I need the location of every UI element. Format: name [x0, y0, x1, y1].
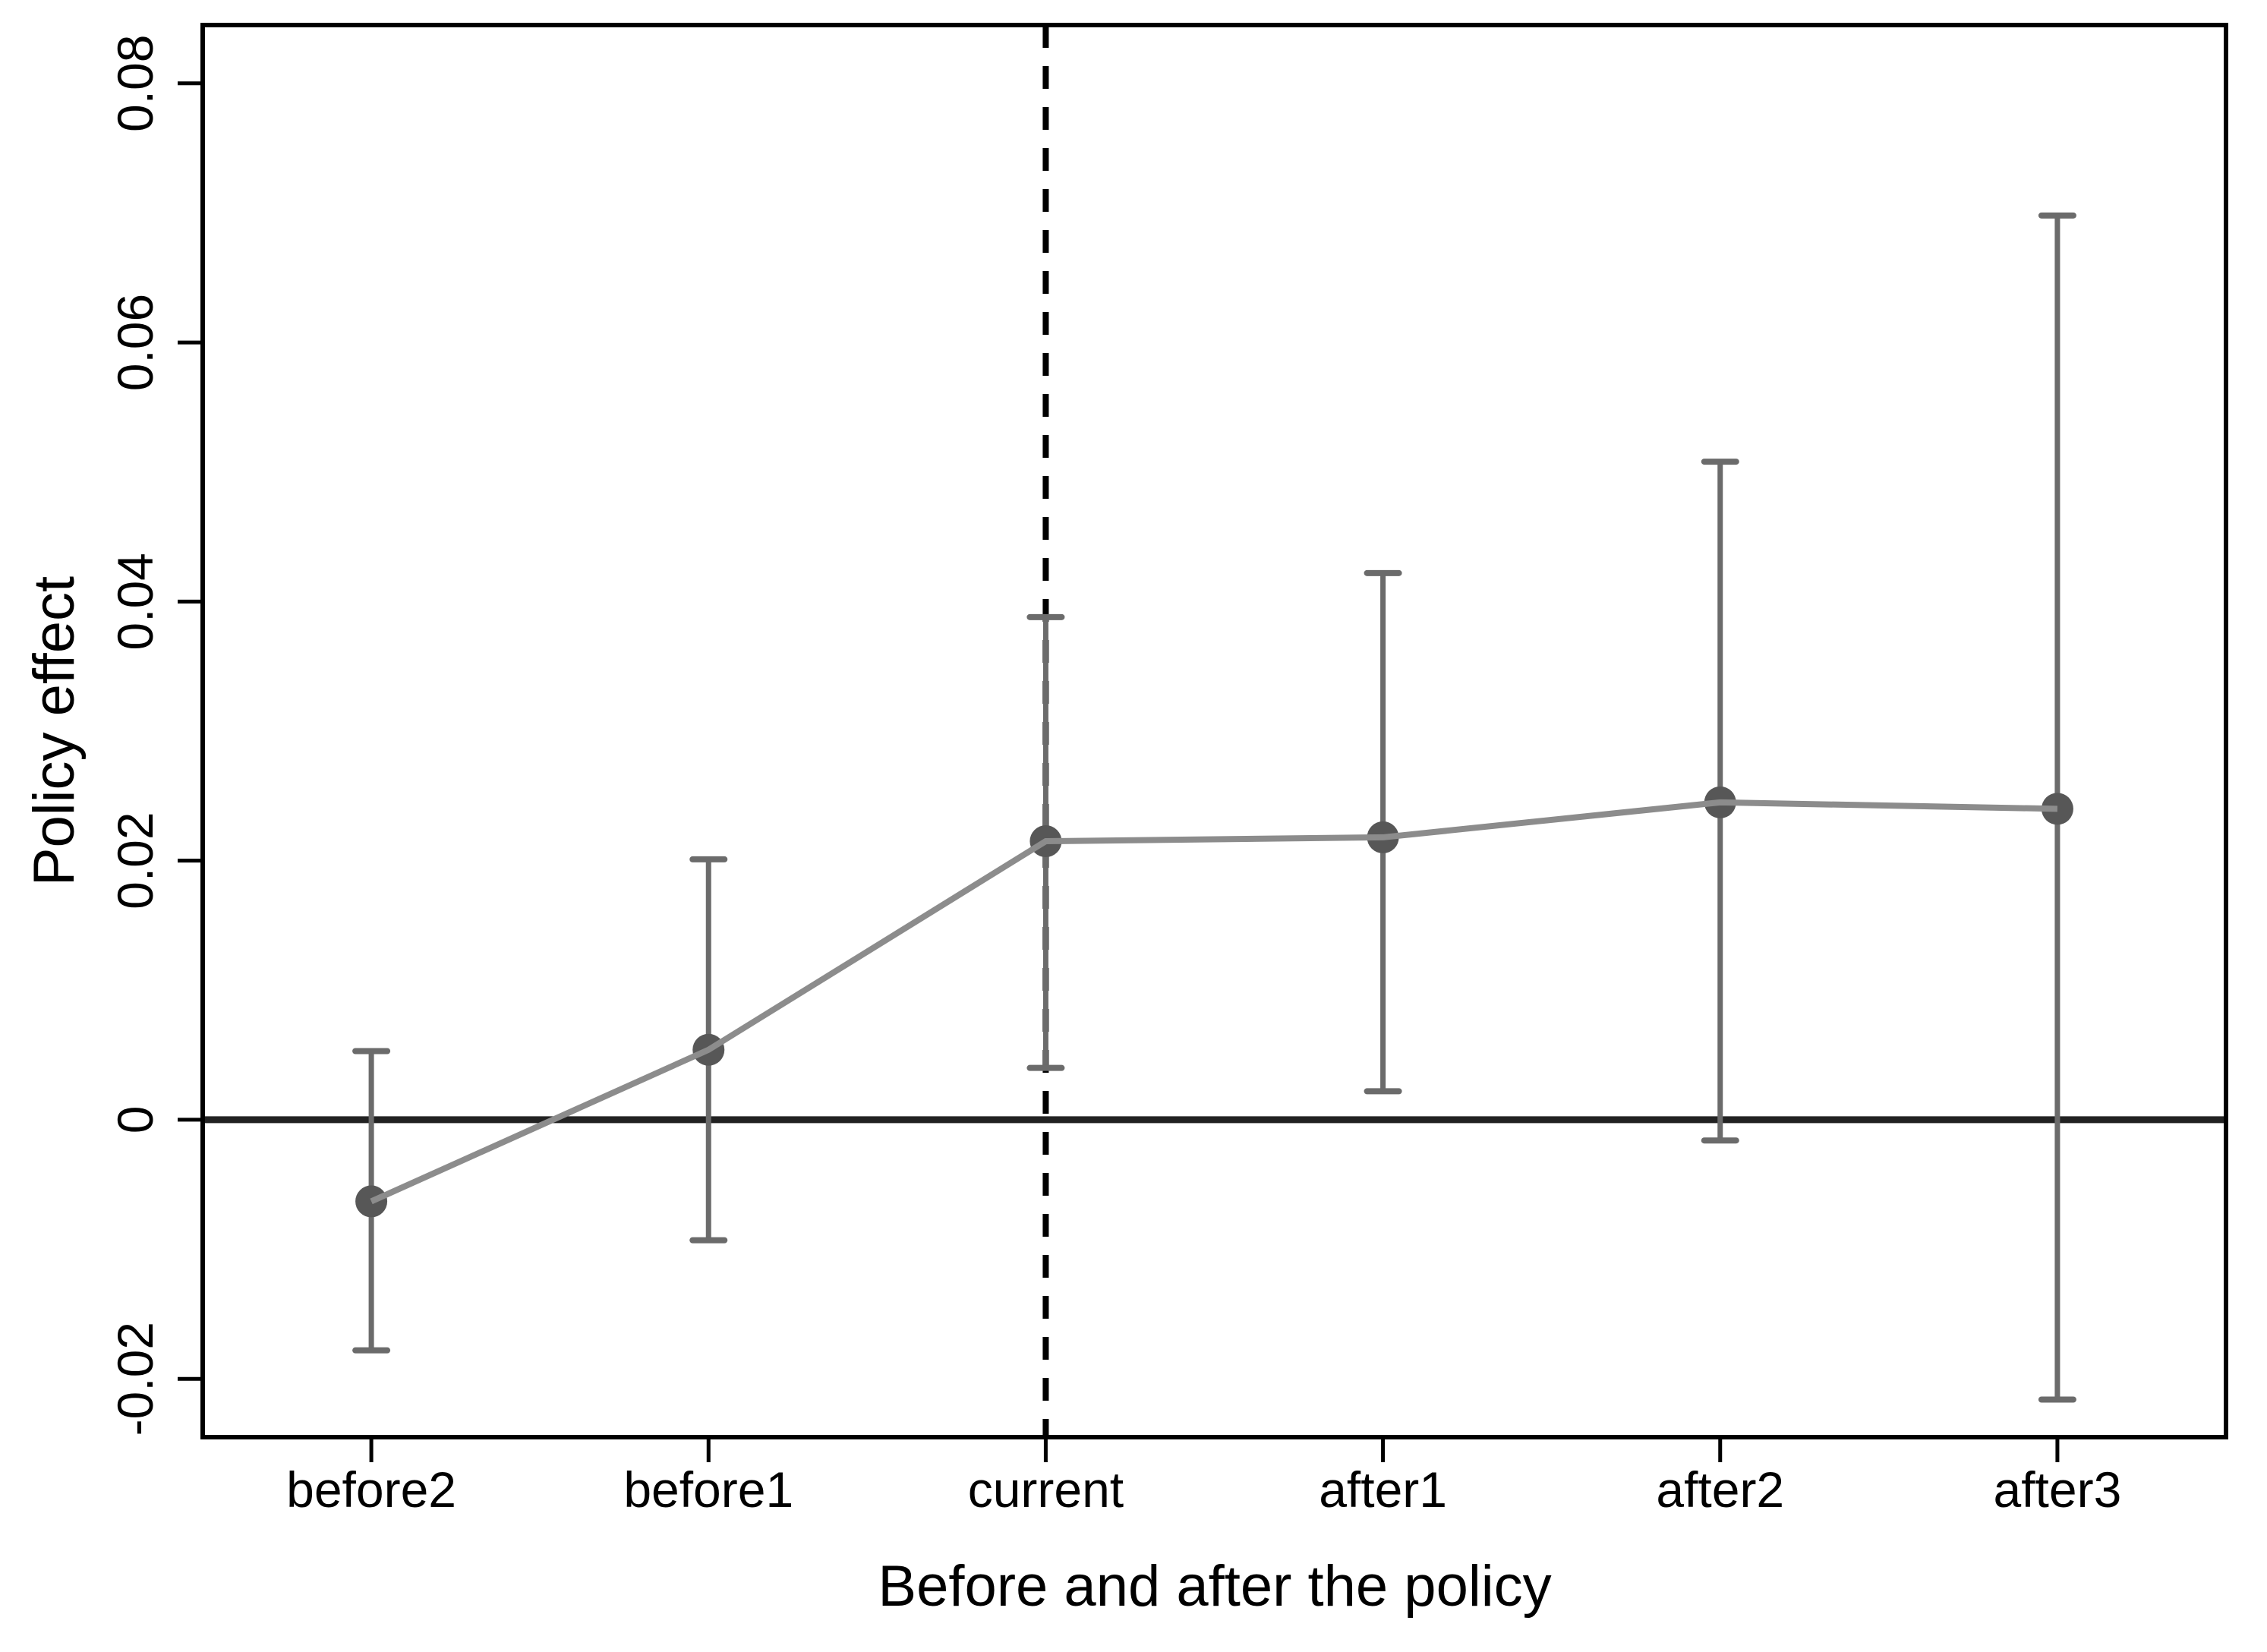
y-tick-label: 0.02: [107, 812, 163, 909]
y-tick-label: 0.06: [107, 294, 163, 391]
x-tick-label: after1: [1319, 1461, 1447, 1518]
x-tick-label: before2: [286, 1461, 456, 1518]
y-axis-title: Policy effect: [22, 575, 87, 887]
x-tick-label: after2: [1656, 1461, 1784, 1518]
x-tick-label: before1: [623, 1461, 793, 1518]
y-tick-label: 0: [107, 1106, 163, 1134]
x-tick-label: after3: [1994, 1461, 2122, 1518]
y-tick-label: 0.04: [107, 553, 163, 650]
x-axis-title: Before and after the policy: [878, 1554, 1552, 1619]
series-connecting-line: [370, 799, 2057, 1205]
plot-frame: [200, 23, 2228, 1439]
y-tick-label: 0.08: [107, 35, 163, 132]
y-tick-label: -0.02: [107, 1322, 163, 1436]
x-tick-label: current: [968, 1461, 1124, 1518]
